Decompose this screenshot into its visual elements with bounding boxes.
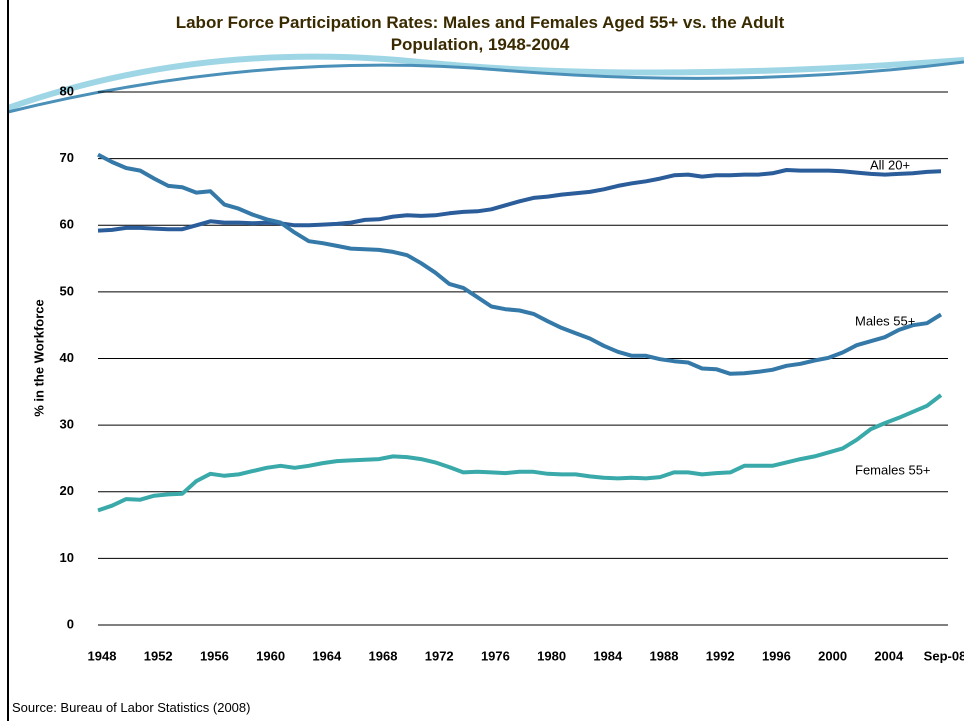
x-tick-label: 1984: [593, 648, 623, 663]
series-label: Females 55+: [855, 462, 931, 477]
x-tick-label: 1972: [425, 648, 454, 663]
y-tick-label: 50: [60, 283, 74, 298]
x-tick-label: 1976: [481, 648, 510, 663]
source-note: Source: Bureau of Labor Statistics (2008…: [12, 700, 251, 715]
y-tick-label: 70: [60, 150, 74, 165]
decoration: [6, 53, 964, 111]
x-tick-label: 1960: [256, 648, 285, 663]
y-tick-label: 10: [60, 550, 74, 565]
decoration: [7, 60, 964, 114]
x-tick-label: 1948: [88, 648, 117, 663]
series-label: Males 55+: [855, 313, 915, 328]
y-tick-label: 40: [60, 350, 74, 365]
series-line: [97, 168, 942, 233]
x-tick-label: 1952: [144, 648, 173, 663]
x-tick-label: 1996: [762, 648, 791, 663]
x-tick-label: Sep-08: [924, 648, 964, 663]
x-tick-label: 1992: [706, 648, 735, 663]
x-tick-label: 1964: [312, 648, 342, 663]
y-tick-label: 0: [67, 616, 74, 631]
chart-title: Labor Force Participation Rates: Males a…: [175, 13, 785, 54]
y-tick-label: 20: [60, 483, 74, 498]
series-line: [97, 393, 943, 513]
x-tick-label: 1980: [537, 648, 566, 663]
x-tick-label: 2000: [818, 648, 847, 663]
series-label: All 20+: [870, 157, 910, 172]
x-tick-label: 1968: [369, 648, 398, 663]
y-axis-label: % in the Workforce: [31, 299, 46, 417]
x-tick-label: 1956: [200, 648, 229, 663]
y-tick-label: 80: [60, 83, 74, 98]
y-tick-label: 60: [60, 217, 74, 232]
x-tick-label: 2004: [874, 648, 904, 663]
series-line: [97, 152, 943, 376]
y-tick-label: 30: [60, 417, 74, 432]
x-tick-label: 1988: [650, 648, 679, 663]
